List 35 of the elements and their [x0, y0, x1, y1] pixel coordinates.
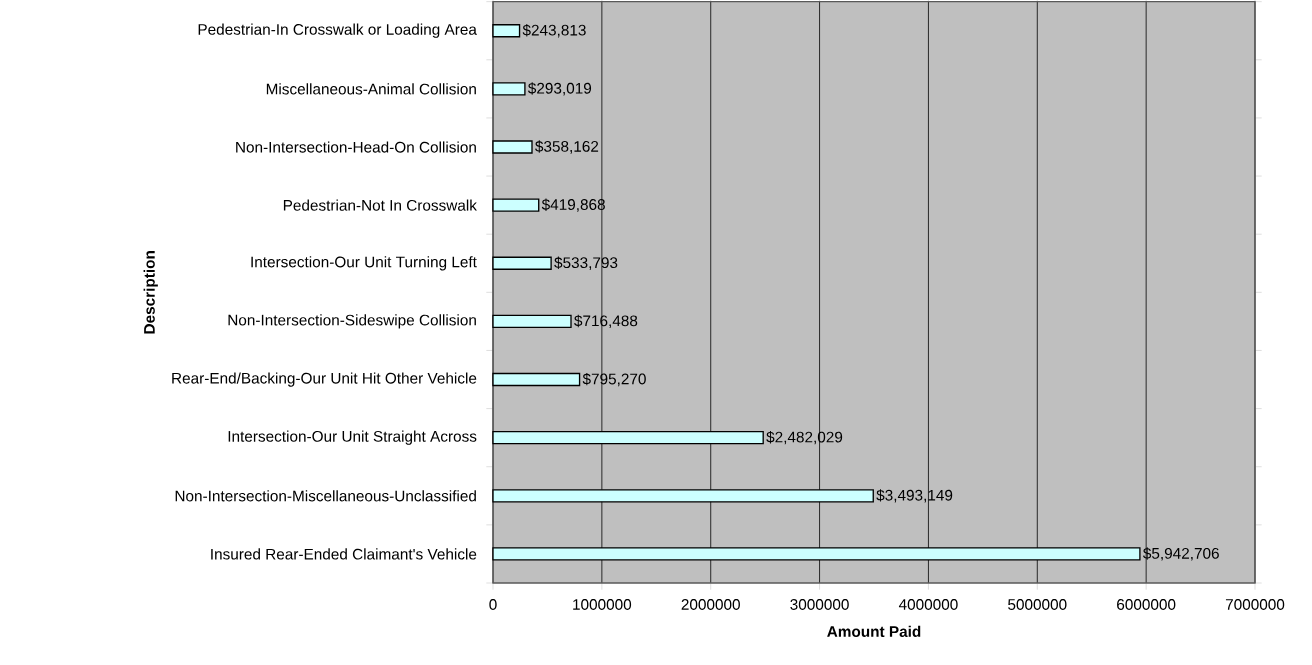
y-tick-label: Insured Rear-Ended Claimant's Vehicle: [211, 548, 477, 560]
x-tick-label: 3000000: [790, 599, 849, 610]
bar: [492, 256, 552, 270]
y-tick-label: Intersection-Our Unit Turning Left: [251, 256, 477, 271]
x-axis-title: Amount Paid: [827, 625, 921, 637]
bar: [492, 198, 540, 212]
y-tick-label: Intersection-Our Unit Straight Across: [228, 430, 477, 445]
bar: [492, 82, 526, 96]
x-tick-label: 0: [489, 599, 497, 610]
x-tick-label: 6000000: [1117, 599, 1176, 610]
y-tick-label: Pedestrian-In Crosswalk or Loading Area: [198, 23, 477, 38]
x-tick-label: 5000000: [1008, 599, 1067, 610]
data-label: $716,488: [574, 314, 638, 329]
data-label: $533,793: [554, 256, 618, 270]
data-label: $419,868: [541, 198, 605, 212]
x-tick-label: 1000000: [573, 599, 632, 610]
data-label: $795,270: [582, 372, 646, 387]
y-tick-label: Rear-End/Backing-Our Unit Hit Other Vehicle: [172, 372, 477, 387]
y-tick-label: Pedestrian-Not In Crosswalk: [283, 199, 477, 211]
y-tick-label: Non-Intersection-Sideswipe Collision: [228, 314, 476, 329]
y-tick-label: Non-Intersection-Head-On Collision: [236, 141, 476, 153]
bar: [492, 314, 572, 329]
y-axis-title: Description: [143, 251, 158, 334]
bar: [492, 140, 533, 154]
data-label: $243,813: [522, 24, 586, 38]
bar: [492, 372, 581, 387]
x-tick-label: 7000000: [1225, 599, 1285, 610]
x-tick-label: 2000000: [681, 599, 740, 610]
data-label: $358,162: [535, 140, 599, 154]
data-label: $293,019: [528, 82, 592, 96]
y-tick-label: Non-Intersection-Miscellaneous-Unclassified: [175, 490, 476, 502]
bar: [492, 24, 521, 38]
data-label: $5,942,706: [1143, 547, 1219, 561]
x-tick-label: 4000000: [898, 599, 958, 610]
y-tick-label: Miscellaneous-Animal Collision: [266, 83, 476, 95]
